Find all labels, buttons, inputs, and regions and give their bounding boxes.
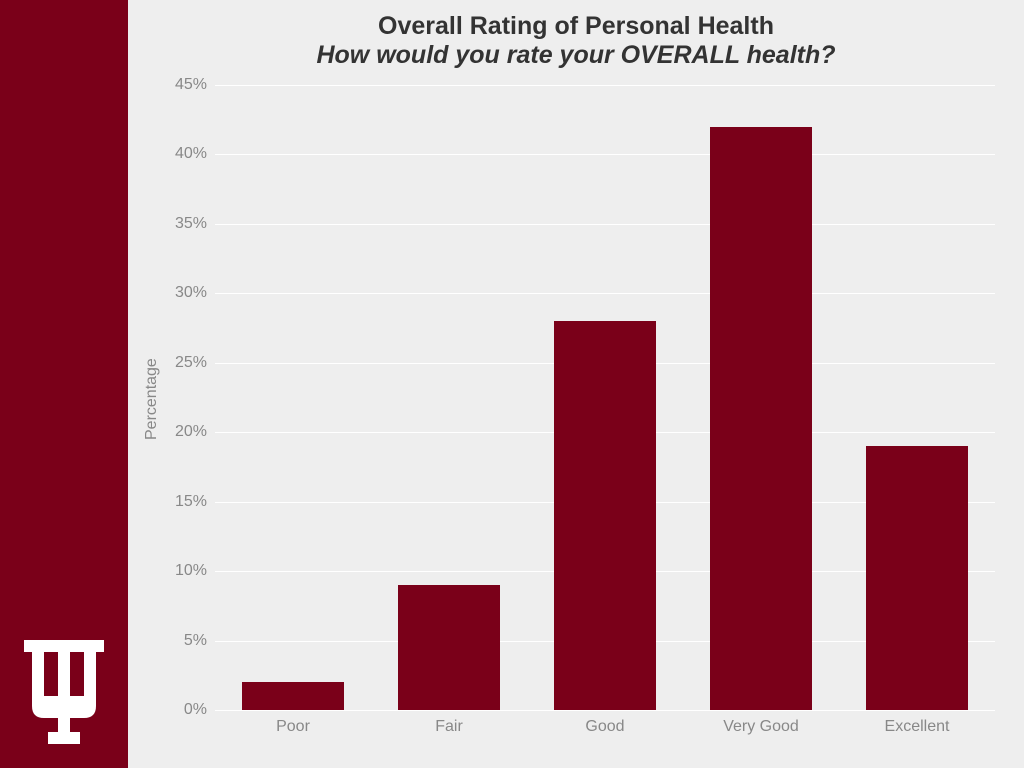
chart-titles: Overall Rating of Personal Health How wo… (128, 0, 1024, 70)
y-tick-label: 40% (175, 145, 215, 163)
page: Overall Rating of Personal Health How wo… (0, 0, 1024, 768)
x-axis-labels: PoorFairGoodVery GoodExcellent (215, 710, 995, 736)
y-tick-label: 5% (184, 632, 215, 650)
sidebar (0, 0, 128, 768)
main-panel: Overall Rating of Personal Health How wo… (128, 0, 1024, 768)
bar-slot (839, 85, 995, 710)
y-tick-label: 30% (175, 284, 215, 302)
logo-wrap (0, 636, 128, 746)
bars-container (215, 85, 995, 710)
iu-trident-logo-icon (18, 636, 110, 746)
y-tick-label: 0% (184, 701, 215, 719)
bar (554, 321, 657, 710)
y-tick-label: 25% (175, 354, 215, 372)
bar (866, 446, 969, 710)
y-tick-label: 15% (175, 493, 215, 511)
x-tick-label: Poor (215, 718, 371, 736)
y-axis-label: Percentage (143, 358, 161, 440)
bar (710, 127, 813, 710)
x-tick-label: Very Good (683, 718, 839, 736)
chart-title-line1: Overall Rating of Personal Health (128, 12, 1024, 41)
x-tick-label: Excellent (839, 718, 995, 736)
bar-slot (371, 85, 527, 710)
y-tick-label: 35% (175, 215, 215, 233)
y-tick-label: 45% (175, 76, 215, 94)
x-tick-label: Good (527, 718, 683, 736)
x-tick-label: Fair (371, 718, 527, 736)
y-tick-label: 20% (175, 423, 215, 441)
chart-title-line2: How would you rate your OVERALL health? (128, 41, 1024, 70)
bar-slot (527, 85, 683, 710)
bar (398, 585, 501, 710)
bar (242, 682, 345, 710)
bar-slot (215, 85, 371, 710)
bar-slot (683, 85, 839, 710)
chart-plot-area: Percentage 0%5%10%15%20%25%30%35%40%45% … (215, 85, 995, 710)
y-tick-label: 10% (175, 562, 215, 580)
